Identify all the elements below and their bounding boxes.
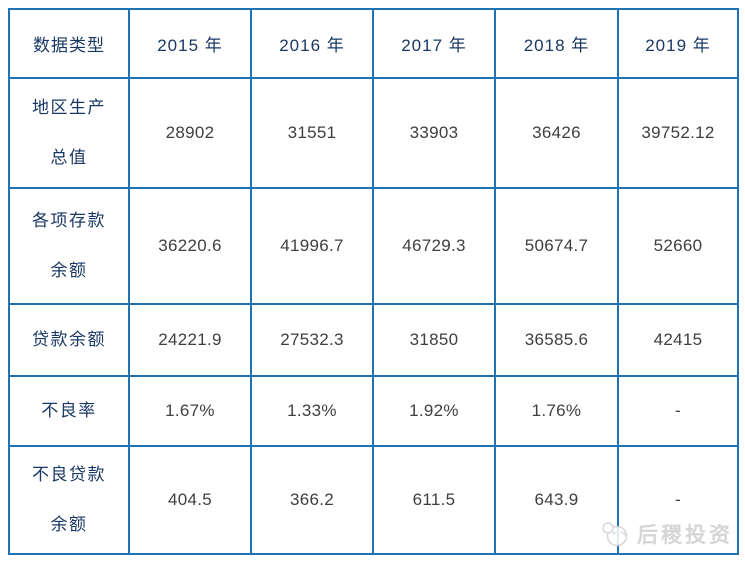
row-label-loans: 贷款余额 — [8, 303, 130, 377]
table-row-deposits: 各项存款 余额 36220.6 41996.7 46729.3 50674.7 … — [8, 187, 739, 305]
table-row-gdp: 地区生产 总值 28902 31551 33903 36426 39752.12 — [8, 77, 739, 189]
table-row-npl-rate: 不良率 1.67% 1.33% 1.92% 1.76% - — [8, 375, 739, 447]
table-cell: 1.67% — [128, 375, 252, 447]
table-cell: 1.92% — [372, 375, 496, 447]
row-label-line: 余额 — [50, 515, 88, 534]
header-cell-data-type: 数据类型 — [8, 8, 130, 79]
header-cell-year-2018: 2018 年 — [494, 8, 619, 79]
table-cell: 28902 — [128, 77, 252, 189]
table-cell: 42415 — [617, 303, 739, 377]
header-cell-year-2017: 2017 年 — [372, 8, 496, 79]
table-cell: 39752.12 — [617, 77, 739, 189]
table-cell: - — [617, 445, 739, 555]
table-cell: 36585.6 — [494, 303, 619, 377]
row-label-line: 各项存款 — [32, 211, 106, 230]
row-label-line: 总值 — [50, 148, 88, 167]
table-cell: 1.33% — [250, 375, 374, 447]
table-cell: 31551 — [250, 77, 374, 189]
table-cell: 31850 — [372, 303, 496, 377]
table-cell: 1.76% — [494, 375, 619, 447]
row-label-line: 余额 — [50, 261, 88, 280]
table-cell: 50674.7 — [494, 187, 619, 305]
table-cell: 404.5 — [128, 445, 252, 555]
table-cell: 33903 — [372, 77, 496, 189]
table-cell: 24221.9 — [128, 303, 252, 377]
row-label-npl-rate: 不良率 — [8, 375, 130, 447]
table-cell: 611.5 — [372, 445, 496, 555]
table-cell: 366.2 — [250, 445, 374, 555]
table-header-row: 数据类型 2015 年 2016 年 2017 年 2018 年 2019 年 — [8, 8, 739, 79]
table-cell: 36220.6 — [128, 187, 252, 305]
row-label-line: 不良率 — [41, 401, 97, 420]
row-label-npl-balance: 不良贷款 余额 — [8, 445, 130, 555]
table-cell: - — [617, 375, 739, 447]
table-cell: 41996.7 — [250, 187, 374, 305]
header-cell-year-2015: 2015 年 — [128, 8, 252, 79]
table-cell: 52660 — [617, 187, 739, 305]
table-cell: 643.9 — [494, 445, 619, 555]
row-label-gdp: 地区生产 总值 — [8, 77, 130, 189]
header-cell-year-2016: 2016 年 — [250, 8, 374, 79]
table-row-loans: 贷款余额 24221.9 27532.3 31850 36585.6 42415 — [8, 303, 739, 377]
table-row-npl-balance: 不良贷款 余额 404.5 366.2 611.5 643.9 - — [8, 445, 739, 555]
row-label-line: 地区生产 — [32, 98, 106, 117]
table-cell: 46729.3 — [372, 187, 496, 305]
row-label-line: 不良贷款 — [32, 465, 106, 484]
table-cell: 36426 — [494, 77, 619, 189]
data-table: 数据类型 2015 年 2016 年 2017 年 2018 年 2019 年 … — [8, 8, 739, 555]
row-label-line: 贷款余额 — [32, 330, 106, 349]
row-label-deposits: 各项存款 余额 — [8, 187, 130, 305]
header-cell-year-2019: 2019 年 — [617, 8, 739, 79]
table-cell: 27532.3 — [250, 303, 374, 377]
